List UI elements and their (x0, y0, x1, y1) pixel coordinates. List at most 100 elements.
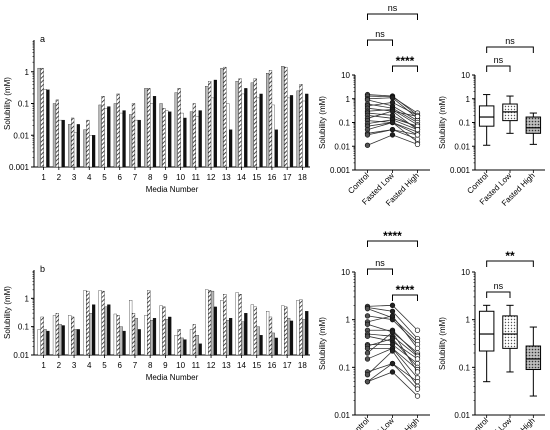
bar (241, 93, 245, 168)
bar (256, 326, 260, 356)
bar (150, 103, 154, 168)
bar (86, 119, 90, 168)
bar (116, 93, 120, 168)
bar (195, 335, 199, 356)
bar (134, 119, 138, 168)
bar (113, 313, 117, 356)
data-point (389, 126, 396, 133)
bar (92, 304, 96, 356)
significance-label: **** (383, 229, 402, 243)
x-tick-label: 1 (41, 173, 46, 182)
bar (92, 135, 96, 168)
data-point (389, 329, 396, 335)
data-point (364, 379, 371, 385)
x-tick-label: 13 (222, 361, 231, 370)
bar (177, 329, 181, 356)
panel-label-b: b (40, 264, 45, 274)
significance-bracket (486, 46, 534, 53)
bar (183, 339, 187, 356)
significance-bracket (367, 13, 418, 20)
bar (268, 70, 273, 168)
y-tick-label: 0.1 (18, 323, 30, 332)
bar (52, 315, 57, 356)
bar (159, 305, 163, 356)
data-point (364, 321, 371, 327)
bar (159, 103, 163, 168)
bar (43, 329, 47, 356)
data-point (389, 313, 396, 319)
bar (131, 312, 136, 356)
bar (235, 292, 239, 356)
x-tick-label: 5 (102, 173, 107, 182)
x-tick-label: 4 (87, 361, 92, 370)
data-point (414, 132, 421, 138)
bar (192, 324, 196, 356)
data-point (414, 141, 421, 148)
bar (152, 96, 157, 168)
bar (284, 306, 288, 356)
y-axis-label: Solubility (mM) (3, 77, 12, 130)
bar (198, 110, 202, 168)
significance-bracket (486, 260, 534, 267)
x-tick-label: 6 (117, 361, 122, 370)
x-tick-label: 6 (117, 173, 122, 182)
bar (98, 104, 102, 168)
bar (299, 84, 303, 168)
bar (98, 290, 102, 356)
bar (71, 316, 75, 356)
y-tick-label: 0.1 (339, 363, 351, 372)
x-tick-label: 10 (176, 173, 185, 182)
x-tick-label: 5 (102, 361, 107, 370)
data-point (414, 393, 421, 399)
y-axis-label: Solubility (mM) (318, 96, 327, 149)
bar (305, 311, 309, 356)
data-point (364, 132, 371, 138)
y-tick-label: 0.001 (9, 163, 30, 172)
bar (165, 319, 169, 356)
significance-label: ** (505, 249, 515, 263)
x-tick-label: 14 (237, 173, 246, 182)
y-tick-label: 0.1 (339, 119, 351, 128)
significance-bracket (392, 65, 418, 72)
data-point (389, 108, 396, 114)
y-axis-label: Solubility (mM) (438, 317, 447, 370)
bar (226, 103, 230, 168)
data-point (389, 335, 396, 342)
bar (101, 290, 105, 356)
data-point (364, 356, 371, 362)
y-axis-label: Solubility (mM) (318, 317, 327, 370)
y-tick-label: 1 (466, 316, 471, 325)
bar (296, 90, 300, 168)
x-axis-label: Media Number (146, 185, 199, 194)
bar (116, 315, 120, 356)
bar (37, 329, 41, 356)
significance-bracket (367, 240, 418, 247)
y-tick-label: 0.001 (450, 166, 471, 175)
x-tick-label: 3 (72, 173, 77, 182)
significance-label: ns (494, 281, 504, 291)
bar (220, 67, 224, 168)
bar (305, 93, 309, 168)
data-point (389, 99, 396, 106)
bar (168, 316, 172, 356)
bar (235, 81, 239, 168)
bar (107, 106, 111, 168)
bar (152, 317, 157, 356)
x-tick-label: Fed Low (485, 416, 513, 430)
bar (289, 320, 294, 356)
bar (52, 103, 57, 168)
x-tick-label: 4 (87, 173, 92, 182)
bar (195, 115, 199, 168)
bar (68, 124, 72, 168)
data-point (414, 113, 421, 120)
bar (71, 117, 75, 168)
bar (76, 124, 80, 168)
x-tick-label: 7 (133, 173, 138, 182)
bar (174, 335, 178, 356)
bar (281, 305, 285, 356)
bar (210, 290, 215, 356)
bar (104, 108, 108, 168)
bar (213, 79, 217, 168)
bar (268, 316, 273, 356)
